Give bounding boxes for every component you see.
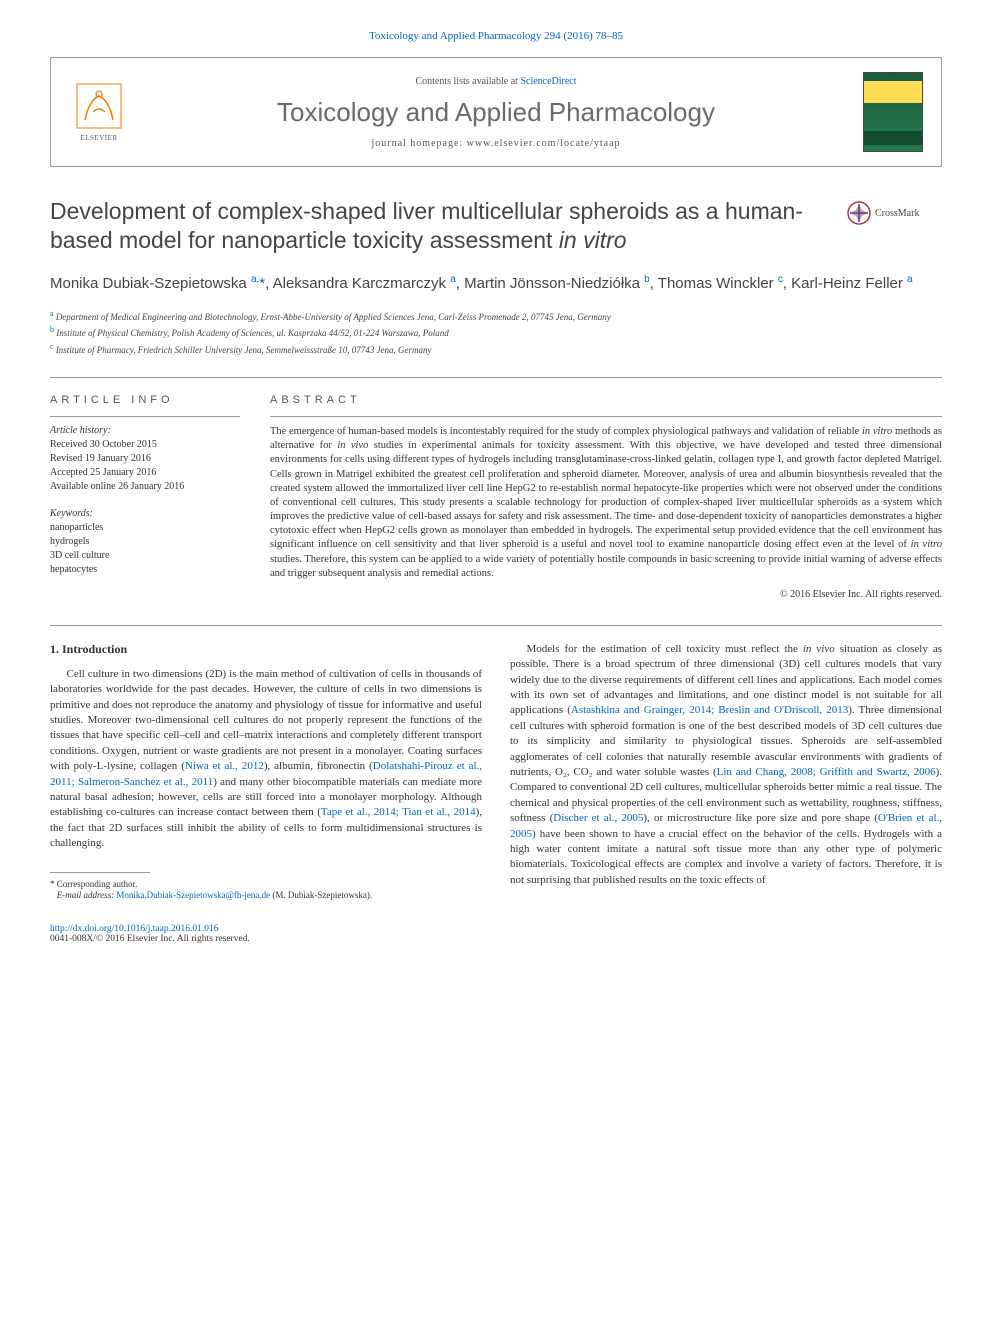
history-label: Article history: [50, 425, 240, 436]
elsevier-logo: ELSEVIER [69, 77, 129, 147]
abstract-heading: abstract [270, 394, 942, 406]
list-item: Revised 19 January 2016 [50, 452, 240, 466]
keywords-label: Keywords: [50, 508, 240, 519]
abstract-copyright: © 2016 Elsevier Inc. All rights reserved… [270, 589, 942, 600]
contents-line: Contents lists available at ScienceDirec… [129, 76, 863, 87]
header-center: Contents lists available at ScienceDirec… [129, 76, 863, 149]
list-item: Available online 26 January 2016 [50, 480, 240, 494]
journal-cover-thumbnail [863, 72, 923, 152]
list-item: hepatocytes [50, 563, 240, 577]
title-row: Development of complex-shaped liver mult… [50, 197, 942, 255]
corr-email-link[interactable]: Monika.Dubiak-Szepietowska@fh-jena.de [116, 890, 270, 900]
list-item: 3D cell culture [50, 549, 240, 563]
abstract-column: abstract The emergence of human-based mo… [270, 394, 942, 600]
title-italic: in vitro [559, 227, 627, 253]
page-footer: http://dx.doi.org/10.1016/j.taap.2016.01… [50, 924, 942, 944]
list-item: Received 30 October 2015 [50, 438, 240, 452]
affiliation-item: b Institute of Physical Chemistry, Polis… [50, 324, 942, 341]
journal-name: Toxicology and Applied Pharmacology [129, 97, 863, 128]
doi-link[interactable]: http://dx.doi.org/10.1016/j.taap.2016.01… [50, 924, 218, 934]
intro-heading: 1. Introduction [50, 642, 482, 657]
homepage-prefix: journal homepage: [371, 138, 466, 149]
article-title: Development of complex-shaped liver mult… [50, 197, 832, 255]
divider-2 [50, 625, 942, 626]
email-label: E-mail address: [57, 890, 114, 900]
crossmark-label: CrossMark [875, 208, 919, 219]
corr-label: Corresponding author. [57, 879, 138, 889]
sciencedirect-link[interactable]: ScienceDirect [520, 76, 576, 87]
list-item: Accepted 25 January 2016 [50, 466, 240, 480]
corr-email-name: (M. Dubiak-Szepietowska). [272, 890, 372, 900]
affiliations: a Department of Medical Engineering and … [50, 308, 942, 358]
journal-homepage: journal homepage: www.elsevier.com/locat… [129, 138, 863, 149]
divider [50, 377, 942, 378]
keywords-list: nanoparticleshydrogels3D cell culturehep… [50, 521, 240, 577]
title-main: Development of complex-shaped liver mult… [50, 198, 803, 253]
list-item: hydrogels [50, 535, 240, 549]
affiliation-item: a Department of Medical Engineering and … [50, 308, 942, 325]
list-item: nanoparticles [50, 521, 240, 535]
affiliation-item: c Institute of Pharmacy, Friedrich Schil… [50, 341, 942, 358]
body-columns: 1. Introduction Cell culture in two dime… [50, 642, 942, 902]
footnote-rule [50, 872, 150, 873]
issn-copyright: 0041-008X/© 2016 Elsevier Inc. All right… [50, 934, 250, 944]
journal-issue-link[interactable]: Toxicology and Applied Pharmacology 294 … [50, 30, 942, 42]
abstract-text: The emergence of human-based models is i… [270, 425, 942, 581]
intro-para-2: Models for the estimation of cell toxici… [510, 642, 942, 888]
corresponding-author-footnote: * Corresponding author. E-mail address: … [50, 879, 482, 902]
article-info-heading: article info [50, 394, 240, 406]
authors-list: Monika Dubiak-Szepietowska a,*, Aleksand… [50, 273, 942, 294]
publisher-name: ELSEVIER [80, 134, 117, 142]
history-list: Received 30 October 2015Revised 19 Janua… [50, 438, 240, 494]
intro-para-1: Cell culture in two dimensions (2D) is t… [50, 667, 482, 852]
info-abstract-row: article info Article history: Received 3… [50, 394, 942, 600]
crossmark-icon [847, 201, 871, 225]
crossmark-badge[interactable]: CrossMark [847, 201, 942, 225]
article-info: article info Article history: Received 3… [50, 394, 240, 600]
right-column: Models for the estimation of cell toxici… [510, 642, 942, 902]
homepage-url[interactable]: www.elsevier.com/locate/ytaap [467, 138, 621, 149]
contents-prefix: Contents lists available at [415, 76, 520, 87]
journal-header: ELSEVIER Contents lists available at Sci… [50, 57, 942, 167]
left-column: 1. Introduction Cell culture in two dime… [50, 642, 482, 902]
